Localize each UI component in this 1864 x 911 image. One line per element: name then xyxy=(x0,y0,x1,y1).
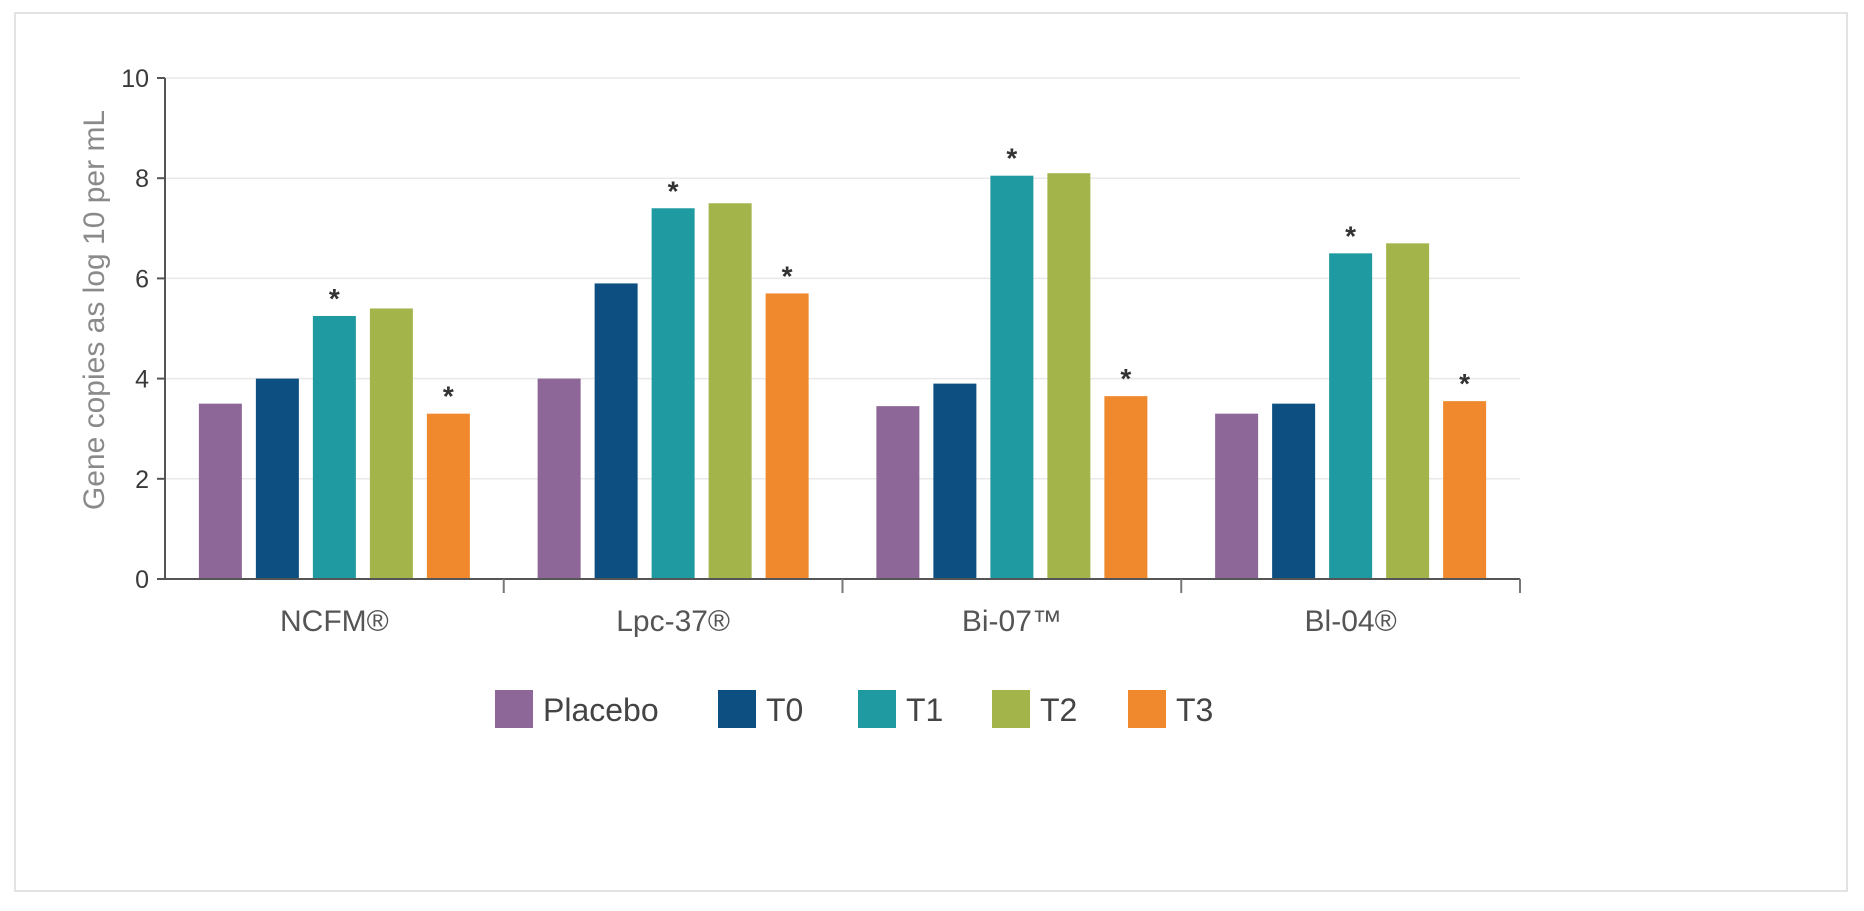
significance-asterisk: * xyxy=(782,260,793,291)
legend-label-t1: T1 xyxy=(906,692,943,728)
bar-t2-3 xyxy=(1386,243,1430,579)
significance-asterisk: * xyxy=(1120,363,1131,394)
y-tick-label: 0 xyxy=(135,566,149,594)
bar-placebo-3 xyxy=(1215,413,1259,579)
significance-asterisk: * xyxy=(443,381,454,412)
bar-t3-2 xyxy=(1104,396,1148,579)
legend-label-t3: T3 xyxy=(1176,692,1213,728)
legend: Placebo T0 T1 T2 T3 xyxy=(495,690,1213,728)
bar-t3-1 xyxy=(765,293,809,579)
x-category-label: Bi-07™ xyxy=(962,605,1062,638)
bars xyxy=(198,173,1487,579)
bar-t0-3 xyxy=(1272,403,1316,579)
bar-t2-2 xyxy=(1047,173,1091,579)
legend-swatch-t2 xyxy=(992,690,1030,728)
bar-t1-0 xyxy=(312,315,356,579)
y-tick-label: 10 xyxy=(121,65,149,93)
legend-swatch-t0 xyxy=(718,690,756,728)
bar-t3-0 xyxy=(426,413,470,579)
bar-t1-3 xyxy=(1329,253,1373,579)
legend-swatch-t3 xyxy=(1128,690,1166,728)
x-category-label: NCFM® xyxy=(280,605,389,638)
legend-label-t0: T0 xyxy=(766,692,803,728)
legend-label-t2: T2 xyxy=(1040,692,1077,728)
bar-placebo-1 xyxy=(537,378,581,579)
bar-t0-2 xyxy=(933,383,977,579)
significance-asterisk: * xyxy=(1345,220,1356,251)
bar-placebo-0 xyxy=(198,403,242,579)
significance-asterisk: * xyxy=(1006,143,1017,174)
y-axis-title: Gene copies as log 10 per mL xyxy=(78,110,111,510)
bar-t0-1 xyxy=(594,283,638,579)
significance-asterisk: * xyxy=(329,283,340,314)
bar-t1-1 xyxy=(651,208,695,579)
legend-label-placebo: Placebo xyxy=(543,692,659,728)
x-axis-labels: NCFM® Lpc-37® Bi-07™ Bl-04® xyxy=(280,605,1397,638)
y-tick-label: 8 xyxy=(135,165,149,193)
y-tick-label: 2 xyxy=(135,466,149,494)
bar-t0-0 xyxy=(255,378,299,579)
bar-t1-2 xyxy=(990,175,1034,579)
axes xyxy=(164,78,1521,593)
legend-swatch-placebo xyxy=(495,690,533,728)
gridlines xyxy=(165,77,1520,480)
bar-placebo-2 xyxy=(876,406,920,579)
x-category-label: Lpc-37® xyxy=(616,605,730,638)
x-category-label: Bl-04® xyxy=(1305,605,1397,638)
bar-t2-1 xyxy=(708,203,752,579)
significance-markers: * * * * * * * * xyxy=(329,143,1470,412)
y-tick-label: 6 xyxy=(135,265,149,293)
bar-t2-0 xyxy=(369,308,413,579)
significance-asterisk: * xyxy=(668,175,679,206)
legend-swatch-t1 xyxy=(858,690,896,728)
bar-t3-3 xyxy=(1443,401,1487,579)
y-tick-label: 4 xyxy=(135,366,149,394)
significance-asterisk: * xyxy=(1459,368,1470,399)
y-axis-ticks: 0 2 4 6 8 10 xyxy=(121,65,165,594)
